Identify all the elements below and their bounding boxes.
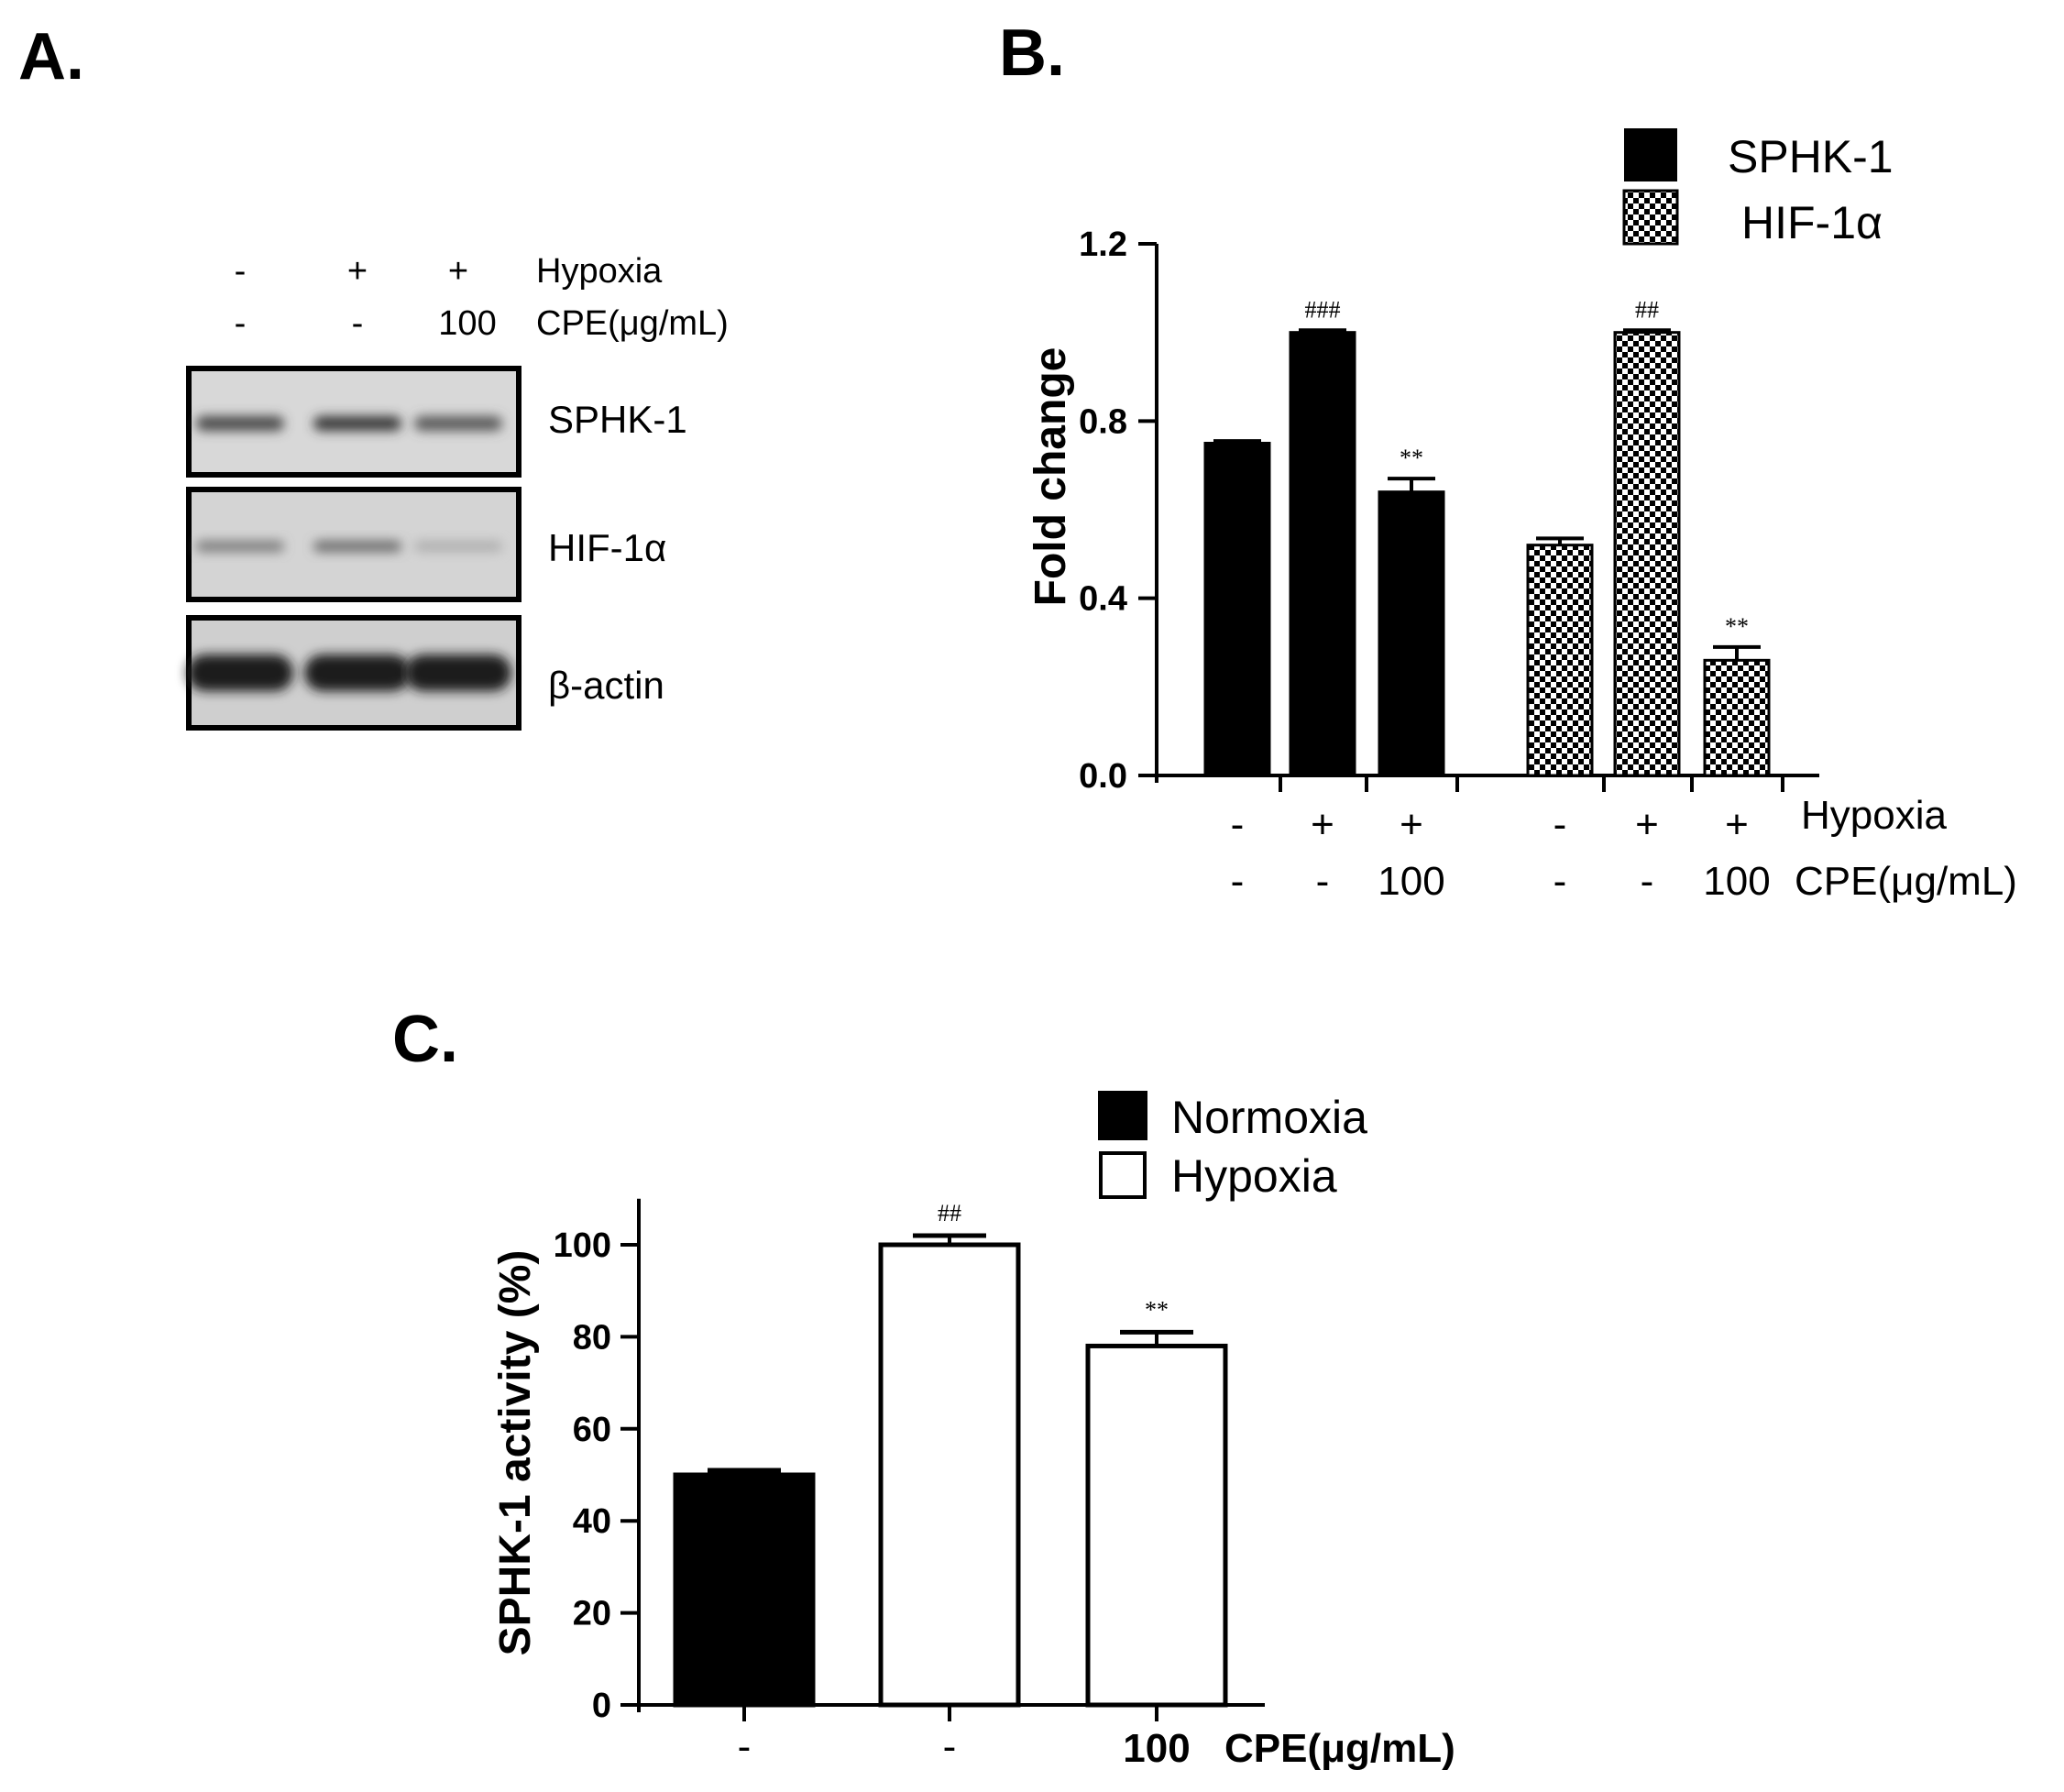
blot-hypoxia-lane-2: +: [347, 252, 368, 291]
blot-band: [196, 416, 284, 431]
chart-b-hypoxia-6: +: [1725, 802, 1749, 847]
western-blot: SPHK-1 HIF-1α β-actin: [186, 366, 687, 731]
blot-hypoxia-label: Hypoxia: [536, 252, 663, 291]
chart-b: 0.0 0.4 0.8 1.2 ### ** ## **: [1079, 225, 1819, 796]
chart-c-condition-row: - - 100 CPE(μg/mL): [738, 1724, 1455, 1771]
chart-b-hypoxia-4: -: [1553, 802, 1567, 847]
blot-band: [414, 416, 502, 431]
blot-band: [313, 416, 401, 431]
legend-c-label-hypoxia: Hypoxia: [1171, 1150, 1337, 1202]
blot-cpe-label: CPE(μg/mL): [536, 304, 729, 343]
blot-band: [405, 654, 511, 691]
chart-c-significance: **: [1145, 1296, 1169, 1323]
chart-b-hypoxia-2: +: [1311, 802, 1334, 847]
chart-b-hypoxia-3: +: [1400, 802, 1423, 847]
chart-c-bar: [673, 1472, 816, 1708]
panel-b-label: B.: [999, 16, 1065, 90]
blot-cpe-lane-3: 100: [438, 304, 496, 343]
legend-b-swatch-hif1a: [1622, 189, 1679, 246]
chart-b-cpe-5: -: [1641, 859, 1654, 904]
chart-b-ylabel: Fold change: [1027, 347, 1075, 607]
blot-band: [196, 541, 284, 552]
chart-c-bar: [878, 1242, 1021, 1708]
chart-b-bar: [1203, 442, 1271, 777]
chart-c-cpe-3: 100: [1123, 1726, 1190, 1771]
chart-c-y-tick-label: 60: [573, 1411, 611, 1449]
chart-b-condition-table: - + + - + + Hypoxia - - 100 - - 100 CPE(…: [1231, 793, 2017, 904]
chart-b-y-tick-label: 1.2: [1079, 225, 1127, 264]
blot-label-hif1a: HIF-1α: [548, 526, 666, 569]
chart-b-cpe-3: 100: [1378, 859, 1444, 904]
chart-b-y-tick-label: 0.0: [1079, 757, 1127, 796]
chart-b-significance: ###: [1305, 296, 1341, 323]
blot-band: [187, 654, 293, 691]
panel-a-label: A.: [18, 20, 84, 93]
chart-c-cpe-1: -: [738, 1724, 752, 1769]
chart-b-significance: **: [1400, 445, 1423, 471]
chart-b-bar: [1378, 490, 1445, 777]
chart-b-bar: [1613, 331, 1681, 777]
chart-b-hypoxia-5: +: [1635, 802, 1659, 847]
legend-c-label-normoxia: Normoxia: [1171, 1092, 1367, 1143]
chart-b-bar: [1526, 544, 1594, 777]
chart-b-y-tick-label: 0.4: [1079, 580, 1127, 619]
chart-c-y-tick-label: 100: [554, 1226, 611, 1265]
blot-band: [313, 541, 401, 552]
chart-b-cpe-1: -: [1231, 859, 1245, 904]
chart-b-hypoxia-1: -: [1231, 802, 1245, 847]
chart-c: 0 20 40 60 80 100 ## **: [554, 1198, 1265, 1725]
chart-c-y-tick-label: 0: [592, 1687, 611, 1725]
chart-b-hypoxia-label: Hypoxia: [1801, 793, 1947, 838]
legend-c-swatch-normoxia: [1098, 1091, 1147, 1140]
chart-c-y-tick-label: 40: [573, 1502, 611, 1541]
legend-b-label-hif1a: HIF-1α: [1741, 197, 1883, 248]
blot-hypoxia-row: - + + Hypoxia: [235, 252, 663, 291]
chart-b-bar: [1289, 331, 1356, 777]
chart-b-significance: **: [1725, 613, 1749, 640]
blot-band: [304, 654, 411, 691]
chart-b-cpe-2: -: [1316, 859, 1330, 904]
blot-label-sphk1: SPHK-1: [548, 398, 687, 441]
blot-cpe-row: - - 100 CPE(μg/mL): [235, 304, 729, 343]
chart-c-cpe-2: -: [943, 1724, 957, 1769]
blot-band: [414, 541, 502, 552]
chart-c-y-tick-label: 80: [573, 1318, 611, 1357]
blot-label-beta-actin: β-actin: [548, 664, 664, 707]
legend-b-label-sphk1: SPHK-1: [1728, 131, 1894, 182]
legend-c-swatch-hypoxia: [1099, 1151, 1147, 1199]
panel-c-label: C.: [392, 1003, 458, 1076]
chart-c-significance: ##: [938, 1200, 961, 1226]
chart-b-cpe-label: CPE(μg/mL): [1795, 859, 2017, 904]
chart-b-bar: [1703, 658, 1771, 777]
chart-c-cpe-label: CPE(μg/mL): [1224, 1726, 1455, 1771]
legend-b-swatch-sphk1: [1624, 128, 1677, 181]
chart-c-legend: Normoxia Hypoxia: [1098, 1091, 1367, 1202]
chart-b-y-tick-label: 0.8: [1079, 402, 1127, 441]
chart-b-cpe-6: 100: [1703, 859, 1770, 904]
blot-hypoxia-lane-1: -: [235, 252, 247, 291]
chart-c-bar: [1085, 1343, 1228, 1708]
blot-cpe-lane-1: -: [235, 304, 247, 343]
blot-cpe-lane-2: -: [352, 304, 364, 343]
blot-hypoxia-lane-3: +: [448, 252, 468, 291]
chart-c-ylabel: SPHK-1 activity (%): [491, 1250, 540, 1656]
chart-b-cpe-4: -: [1553, 859, 1567, 904]
chart-b-legend: SPHK-1 HIF-1α: [1622, 128, 1894, 248]
chart-b-significance: ##: [1635, 296, 1659, 323]
chart-c-y-tick-label: 20: [573, 1595, 611, 1633]
